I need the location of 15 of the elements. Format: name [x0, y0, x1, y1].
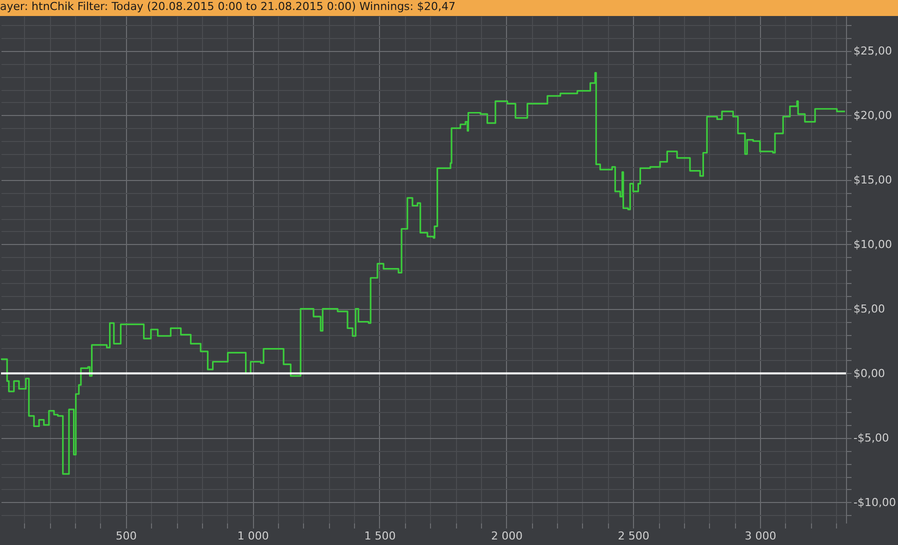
y-tick-label: $0,00: [854, 366, 885, 380]
x-tick-label: 2 000: [491, 530, 523, 542]
y-tick-label: $10,00: [854, 238, 892, 251]
x-tick-label: 1 500: [364, 530, 396, 542]
y-tick-label: -$5,00: [854, 431, 889, 444]
y-tick-label: -$10,00: [854, 496, 896, 509]
y-tick-label: $15,00: [854, 173, 892, 186]
chart-title: ayer: htnChik Filter: Today (20.08.2015 0:00 to 21.08.2015 0:00) Winnings: $20,47: [0, 0, 456, 13]
x-tick-label: 3 000: [744, 530, 776, 542]
y-tick-label: $20,00: [854, 108, 892, 122]
x-tick-label: 2 500: [618, 530, 650, 542]
y-tick-label: $25,00: [854, 44, 892, 58]
x-tick-label: 500: [116, 530, 137, 542]
y-tick-label: $5,00: [854, 302, 885, 316]
x-tick-label: 1 000: [237, 530, 269, 542]
